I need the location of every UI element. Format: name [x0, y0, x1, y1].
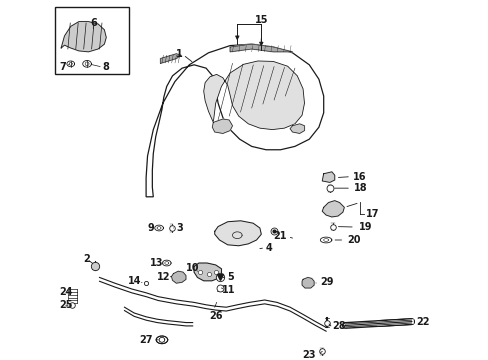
Text: 5: 5 — [227, 273, 234, 283]
Text: 19: 19 — [358, 222, 371, 232]
Text: 7: 7 — [60, 62, 66, 72]
Text: 6: 6 — [90, 18, 97, 28]
Text: 3: 3 — [176, 223, 183, 233]
Text: 9: 9 — [147, 223, 154, 233]
Text: 22: 22 — [415, 316, 429, 327]
Text: 24: 24 — [60, 287, 73, 297]
Text: 29: 29 — [320, 277, 333, 287]
Polygon shape — [194, 263, 221, 281]
Text: 25: 25 — [60, 300, 73, 310]
Polygon shape — [212, 119, 232, 134]
Polygon shape — [203, 61, 304, 130]
Polygon shape — [160, 54, 181, 63]
Text: 27: 27 — [139, 335, 152, 345]
Text: 28: 28 — [331, 321, 345, 332]
Text: 1: 1 — [176, 49, 183, 59]
Text: 11: 11 — [222, 285, 235, 295]
Bar — [55, 7, 129, 75]
Text: 12: 12 — [157, 273, 170, 283]
Text: 14: 14 — [128, 276, 142, 286]
Text: 21: 21 — [273, 231, 286, 241]
Text: 15: 15 — [254, 15, 267, 25]
Text: 20: 20 — [347, 235, 361, 245]
Polygon shape — [322, 201, 344, 217]
Polygon shape — [61, 22, 106, 52]
Polygon shape — [146, 44, 323, 197]
Text: 10: 10 — [185, 263, 199, 273]
Text: 8: 8 — [102, 62, 109, 72]
Text: 23: 23 — [302, 350, 315, 360]
Polygon shape — [289, 124, 304, 134]
Text: 26: 26 — [208, 311, 222, 320]
Text: 2: 2 — [83, 254, 90, 264]
Polygon shape — [230, 44, 292, 52]
Text: 18: 18 — [353, 183, 367, 193]
Polygon shape — [214, 221, 261, 246]
Text: 17: 17 — [365, 208, 378, 219]
Text: 16: 16 — [352, 172, 365, 182]
Text: 4: 4 — [264, 243, 271, 253]
Polygon shape — [322, 172, 334, 183]
Polygon shape — [171, 271, 185, 283]
Text: 13: 13 — [150, 258, 163, 268]
Polygon shape — [302, 278, 313, 288]
